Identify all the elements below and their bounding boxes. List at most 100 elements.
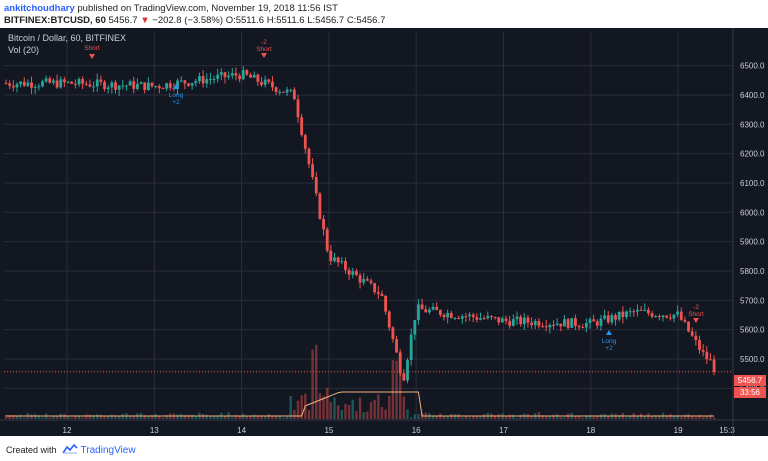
volume-bar — [289, 395, 292, 419]
candle-body — [566, 319, 570, 328]
candle-body — [409, 334, 413, 361]
candle-body — [705, 351, 709, 360]
volume-bar — [628, 415, 632, 419]
volume-bar — [52, 416, 55, 419]
candle-body — [227, 75, 231, 78]
y-tick-label: 5500.0 — [740, 355, 765, 364]
volume-bar — [377, 394, 380, 419]
volume-bar — [512, 414, 515, 419]
signal-label: +2 — [605, 345, 613, 352]
candle-body — [139, 82, 143, 84]
candle-body — [146, 82, 150, 90]
volume-bar — [479, 415, 482, 419]
y-tick-label: 6300.0 — [740, 120, 765, 129]
price-chart[interactable]: 6500.0 6400.0 6300.0 6200.0 6100.0 6000.0 5900… — [0, 28, 768, 436]
volume-bar — [497, 414, 500, 419]
volume-bar — [315, 344, 318, 419]
candle-body — [271, 81, 274, 88]
candle-body — [468, 314, 471, 317]
candle-body — [11, 85, 15, 88]
author-link[interactable]: ankitchoudhary — [4, 3, 75, 14]
volume-bar — [504, 415, 508, 419]
volume-bar — [709, 414, 712, 419]
volume-bar — [147, 416, 150, 419]
candle-body — [8, 83, 12, 86]
volume-bar — [41, 417, 44, 419]
y-tick-label: 6100.0 — [740, 179, 765, 188]
signal-label: +2 — [172, 99, 180, 106]
volume-bar — [99, 414, 103, 419]
candle-body — [209, 79, 212, 81]
candle-body — [709, 359, 712, 361]
candle-body — [63, 79, 66, 83]
volume-bar — [599, 414, 603, 419]
candle-body — [380, 293, 384, 296]
candle-body — [187, 83, 190, 86]
candle-body — [610, 315, 614, 323]
volume-bar — [643, 415, 646, 419]
candle-body — [661, 315, 665, 318]
candle-body — [307, 148, 311, 165]
candle-body — [4, 83, 8, 85]
tradingview-brand-link[interactable]: TradingView — [80, 444, 136, 456]
volume-bar — [300, 395, 303, 419]
candle-body — [420, 304, 424, 310]
volume-bar — [158, 415, 161, 419]
candle-body — [493, 316, 497, 318]
candle-body — [475, 317, 479, 320]
candle-body — [26, 82, 30, 86]
candle-body — [636, 309, 639, 312]
candle-body — [683, 319, 687, 322]
volume-bar — [4, 414, 8, 419]
volume-bar — [694, 416, 698, 419]
volume-bar — [705, 415, 708, 419]
volume-bar — [194, 416, 197, 419]
volume-bar — [190, 414, 194, 419]
candle-body — [373, 283, 377, 293]
volume-bar — [154, 414, 157, 419]
candle-body — [362, 279, 366, 283]
volume-bar — [176, 414, 179, 419]
candle-body — [694, 335, 698, 340]
candle-body — [358, 275, 362, 283]
volume-bar — [541, 415, 544, 419]
volume-bar — [66, 416, 70, 419]
candle-body — [639, 309, 643, 311]
volume-bar — [212, 415, 216, 419]
volume-bar — [515, 418, 519, 419]
volume-bar — [625, 417, 628, 419]
volume-bar — [618, 414, 621, 419]
x-tick-label: 18 — [586, 426, 595, 435]
candle-body — [552, 324, 555, 326]
candle-body — [431, 306, 435, 310]
candle-body — [625, 311, 628, 318]
candle-body — [687, 321, 690, 332]
candle-body — [490, 315, 493, 317]
candle-body — [413, 319, 417, 335]
candle-body — [541, 326, 544, 328]
candle-body — [621, 311, 625, 318]
candle-body — [30, 82, 33, 88]
price-label: 5456.7 — [108, 15, 138, 26]
candle-body — [595, 321, 599, 326]
candle-body — [584, 322, 588, 328]
candle-body — [563, 319, 566, 327]
volume-bar — [260, 415, 263, 419]
volume-bar — [680, 417, 683, 419]
candle-body — [260, 81, 263, 85]
candle-body — [157, 86, 161, 89]
candle-body — [216, 74, 220, 79]
candle-body — [22, 81, 26, 86]
y-tick-label: 6200.0 — [740, 150, 765, 159]
candle-body — [365, 279, 369, 281]
candle-body — [154, 86, 158, 88]
candle-body — [183, 80, 187, 84]
volume-bar — [406, 409, 409, 419]
candle-body — [212, 78, 216, 80]
candle-body — [519, 316, 523, 325]
volume-bar — [395, 360, 398, 419]
signal-label: Short — [688, 311, 704, 318]
candle-body — [103, 81, 106, 90]
candle-body — [245, 70, 249, 75]
long-signal-icon — [606, 330, 612, 335]
